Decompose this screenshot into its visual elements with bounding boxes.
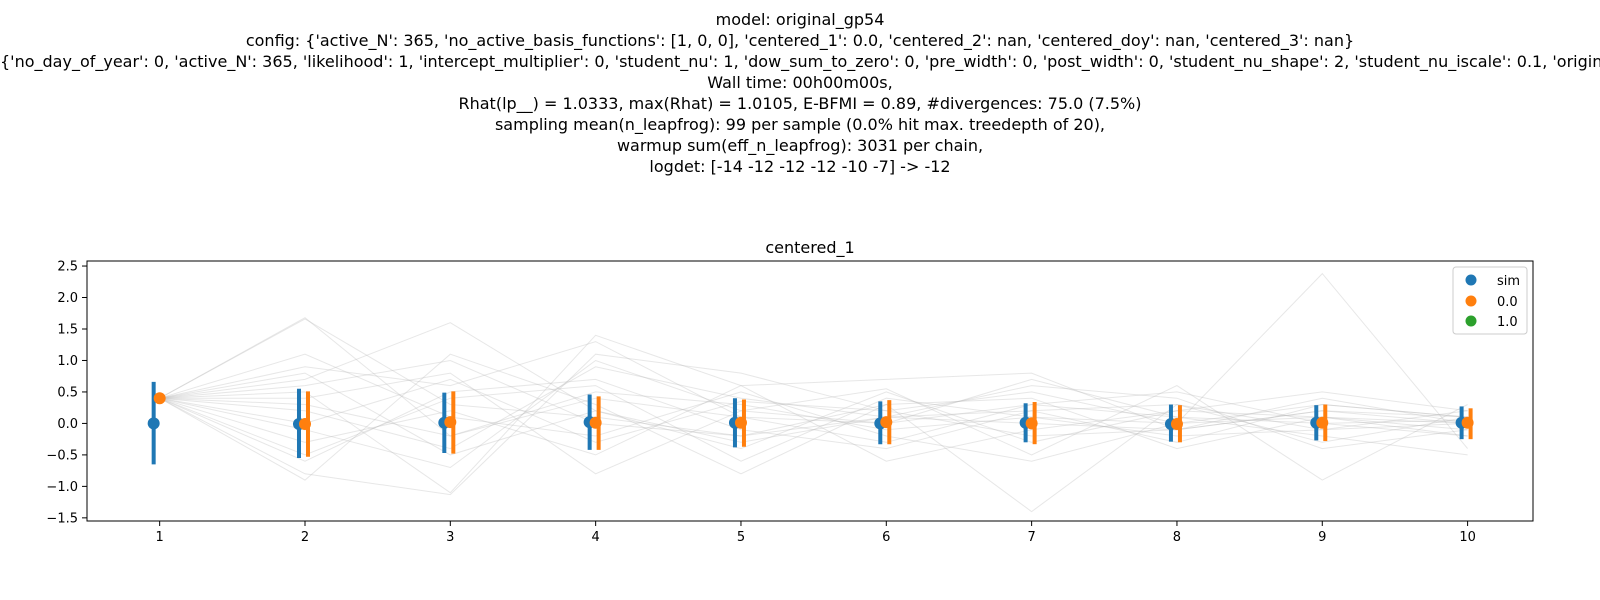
y-tick-label: −1.5 <box>46 511 78 526</box>
sample-line <box>159 353 1468 462</box>
x-tick-label: 7 <box>1027 530 1035 545</box>
mean-point-0.0 <box>589 416 602 429</box>
sample-line <box>159 385 1468 462</box>
sample-line <box>159 385 1468 462</box>
x-tick-label: 6 <box>882 530 890 545</box>
mean-point-0.0 <box>1316 416 1329 429</box>
sample-line <box>159 272 1468 496</box>
sample-line <box>159 317 1468 437</box>
header-params-line: {'no_day_of_year': 0, 'active_N': 365, '… <box>0 52 1600 71</box>
mean-point-0.0 <box>153 392 166 405</box>
x-tick-label: 2 <box>301 530 309 545</box>
plot-frame <box>86 260 1534 522</box>
sample-line <box>159 318 1468 437</box>
legend-marker-1-0 <box>1465 315 1477 327</box>
y-tick-label: −0.5 <box>46 448 78 463</box>
y-tick-label: 1.5 <box>57 322 78 337</box>
header-logdet-line: logdet: [-14 -12 -12 -12 -10 -7] -> -12 <box>649 157 951 176</box>
y-axis: 2.5 2.0 1.5 1.0 0.5 0.0 −0.5 −1.0 −1.5 <box>46 260 87 526</box>
legend: sim 0.0 1.0 <box>1452 266 1528 335</box>
y-tick-label: 2.0 <box>57 291 78 306</box>
y-tick-label: −1.0 <box>46 480 78 495</box>
x-tick-label: 5 <box>737 530 745 545</box>
mean-point-sim <box>147 417 160 430</box>
x-tick-label: 3 <box>446 530 454 545</box>
header-sampling-line: sampling mean(n_leapfrog): 99 per sample… <box>494 115 1106 134</box>
mean-point-0.0 <box>444 416 457 429</box>
header-model-line: model: original_gp54 <box>715 10 885 29</box>
legend-label-1-0: 1.0 <box>1497 315 1518 330</box>
x-tick-label: 10 <box>1459 530 1476 545</box>
x-tick-label: 1 <box>156 530 164 545</box>
sample-line <box>159 359 1468 469</box>
sample-line <box>159 359 1468 450</box>
sample-line <box>159 391 1468 443</box>
mean-point-0.0 <box>880 416 893 429</box>
x-tick-label: 9 <box>1318 530 1326 545</box>
sample-line <box>159 372 1468 481</box>
mean-point-0.0 <box>1025 417 1038 430</box>
figure-header: model: original_gp54 config: {'active_N'… <box>0 9 1600 177</box>
x-tick-label: 8 <box>1173 530 1181 545</box>
mean-point-0.0 <box>1461 416 1474 429</box>
y-tick-label: 0.5 <box>57 385 78 400</box>
sample-line <box>159 341 1468 424</box>
sample-line <box>159 334 1468 494</box>
mean-point-0.0 <box>734 416 747 429</box>
legend-label-sim: sim <box>1497 274 1520 289</box>
y-tick-label: 1.0 <box>57 354 78 369</box>
header-warmup-line: warmup sum(eff_n_leapfrog): 3031 per cha… <box>616 136 984 155</box>
legend-marker-sim <box>1465 274 1477 286</box>
legend-marker-0-0 <box>1465 295 1477 307</box>
y-tick-label: 2.5 <box>57 260 78 275</box>
sample-line <box>159 322 1468 450</box>
header-config-line: config: {'active_N': 365, 'no_active_bas… <box>245 31 1355 50</box>
legend-label-0-0: 0.0 <box>1497 295 1518 310</box>
mean-point-0.0 <box>298 418 311 431</box>
sample-line <box>159 366 1468 450</box>
x-tick-label: 4 <box>592 530 600 545</box>
header-rhat-line: Rhat(lp__) = 1.0333, max(Rhat) = 1.0105,… <box>458 94 1142 113</box>
sample-lines <box>159 272 1468 513</box>
y-tick-label: 0.0 <box>57 417 78 432</box>
header-walltime-line: Wall time: 00h00m00s, <box>707 73 893 92</box>
sample-line <box>159 353 1468 513</box>
sample-line <box>159 372 1468 456</box>
mean-points <box>147 392 1474 431</box>
sample-line <box>159 378 1468 462</box>
x-axis: 1 2 3 4 5 6 7 8 9 10 <box>156 521 1476 545</box>
chart-title: centered_1 <box>765 238 854 258</box>
sample-line <box>159 378 1468 443</box>
mean-point-0.0 <box>1170 418 1183 431</box>
